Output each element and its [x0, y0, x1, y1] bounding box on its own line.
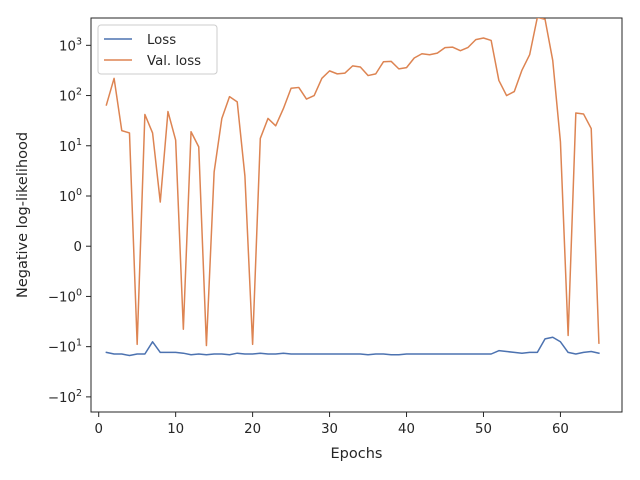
- y-tick-exponent: 0: [76, 287, 82, 298]
- y-tick-base: 10: [59, 290, 76, 305]
- y-tick-label: −102: [48, 388, 82, 406]
- x-axis-ticks: 0 10 20 30 40 50 60: [94, 412, 569, 437]
- y-tick-base: 10: [59, 39, 76, 54]
- y-tick-label: 0: [74, 240, 82, 255]
- x-tick-label: 0: [94, 422, 102, 437]
- y-tick-label: −101: [48, 338, 82, 356]
- series-layer: [105, 18, 600, 357]
- y-tick-label: 102: [59, 87, 82, 105]
- y-tick-sign: −: [48, 391, 59, 406]
- x-tick-label: 10: [167, 422, 184, 437]
- y-tick-exponent: 0: [76, 187, 82, 198]
- legend: Loss Val. loss: [97, 24, 218, 75]
- x-tick-label: 60: [552, 422, 569, 437]
- y-tick-label: 101: [59, 137, 82, 155]
- y-axis-label: Negative log-likelihood: [15, 132, 31, 298]
- legend-box: [97, 24, 218, 75]
- y-tick-base: 10: [59, 341, 76, 356]
- x-tick-label: 50: [475, 422, 492, 437]
- y-tick-exponent: 3: [76, 36, 82, 47]
- y-tick-exponent: 2: [76, 87, 82, 98]
- x-axis-label: Epochs: [331, 446, 383, 462]
- y-tick-base: 10: [59, 90, 76, 105]
- y-tick-label: 103: [59, 36, 82, 54]
- x-tick-label: 40: [398, 422, 415, 437]
- y-tick-base: 10: [59, 140, 76, 155]
- y-tick-base: 10: [59, 391, 76, 406]
- y-tick-exponent: 2: [76, 388, 82, 399]
- series-line-val-loss: [105, 18, 600, 347]
- x-tick-label: 30: [321, 422, 338, 437]
- y-tick-exponent: 1: [76, 338, 82, 349]
- plot-area: [90, 17, 623, 413]
- legend-label: Val. loss: [147, 54, 201, 69]
- y-tick-label: 100: [59, 187, 82, 205]
- y-tick-sign: −: [48, 290, 59, 305]
- x-tick-label: 20: [244, 422, 261, 437]
- legend-label: Loss: [147, 33, 176, 48]
- y-tick-base: 10: [59, 190, 76, 205]
- y-tick-label: −100: [48, 287, 82, 305]
- y-tick-exponent: 1: [76, 137, 82, 148]
- series-line-loss: [105, 336, 600, 357]
- y-tick-sign: −: [48, 341, 59, 356]
- y-tick-base: 0: [74, 240, 82, 255]
